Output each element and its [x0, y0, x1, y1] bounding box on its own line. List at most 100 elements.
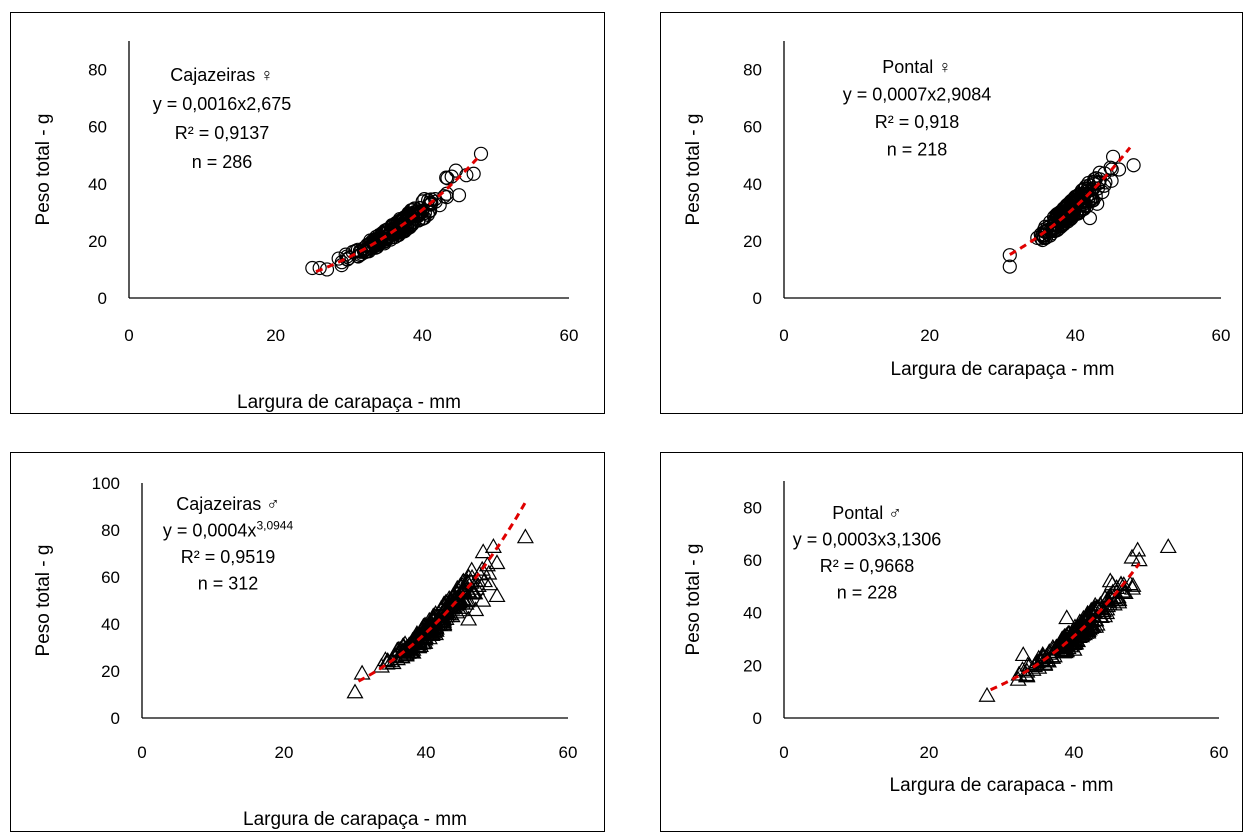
- data-point-circle: [1088, 188, 1103, 204]
- y-axis-title: Peso total - g: [683, 114, 704, 226]
- y-tick-label: 20: [743, 232, 762, 251]
- chart-panel-pontal-male: 0 20 40 60 0 20 40 60 80 Largura de carapaca - mm…: [660, 452, 1243, 832]
- data-point-triangle: [978, 686, 996, 702]
- data-point-triangle: [1110, 593, 1128, 609]
- data-point-triangle: [1018, 667, 1036, 683]
- data-point-triangle: [410, 635, 429, 651]
- y-tick-label: 40: [743, 604, 762, 623]
- annotation-equation: y = 0,0007x2,9084: [843, 85, 992, 105]
- data-point-circle: [423, 192, 439, 207]
- chart-panel-pontal-female: 0 20 40 60 0 20 40 60 80 Largura de carapaça - mm…: [660, 12, 1243, 414]
- chart-panel-cajazeiras-female: 0 20 40 60 0 20 40 60 80 Largura de carapaça - mm…: [10, 12, 605, 414]
- data-point-circle: [1077, 181, 1092, 196]
- x-tick-label: 40: [1065, 743, 1084, 762]
- data-point-triangle: [401, 642, 419, 658]
- x-tick-label: 60: [1210, 743, 1229, 762]
- x-axis-title: Largura de carapaça - mm: [891, 359, 1115, 380]
- data-point-triangle: [460, 610, 478, 626]
- data-point-circle: [412, 206, 427, 221]
- y-tick-label: 20: [101, 662, 120, 681]
- annotation-r-squared: R² = 0,9519: [181, 547, 276, 567]
- equation-exponent: 3,0944: [256, 519, 293, 533]
- x-axis-title: Largura de carapaca - mm: [890, 775, 1114, 796]
- data-point-triangle: [1056, 631, 1074, 647]
- annotation-equation: y = 0,0003x3,1306: [793, 530, 942, 550]
- data-point-circle: [305, 260, 320, 276]
- annotation-n: n = 228: [837, 583, 898, 603]
- equation-base: y = 0,0003x3,1306: [793, 530, 942, 550]
- data-point-circle: [312, 260, 327, 276]
- data-points: [305, 146, 489, 277]
- y-tick-label: 60: [88, 118, 107, 137]
- data-point-circle: [383, 225, 398, 241]
- data-point-circle: [1097, 166, 1112, 181]
- y-tick-label: 80: [101, 521, 120, 540]
- data-point-circle: [473, 146, 489, 161]
- data-point-triangle: [1072, 627, 1091, 643]
- data-point-triangle: [446, 598, 464, 614]
- data-point-triangle: [1060, 624, 1078, 640]
- data-point-triangle: [1018, 662, 1036, 678]
- chart-svg: 0 20 40 60 0 20 40 60 80 Largura de carapaça - mm…: [683, 41, 1231, 380]
- data-point-triangle: [437, 602, 455, 618]
- data-point-triangle: [353, 664, 371, 680]
- data-point-circle: [466, 166, 481, 181]
- y-tick-label: 0: [98, 289, 107, 308]
- data-point-triangle: [488, 587, 506, 603]
- data-point-circle: [379, 229, 394, 245]
- data-point-triangle: [473, 560, 491, 576]
- x-tick-label: 60: [1212, 326, 1231, 345]
- data-point-triangle: [450, 601, 468, 617]
- data-point-circle: [1044, 222, 1059, 238]
- x-tick-label: 0: [124, 326, 133, 345]
- x-tick-label: 20: [920, 743, 939, 762]
- data-point-circle: [1054, 213, 1069, 229]
- y-axis-title: Peso total - g: [33, 545, 54, 657]
- x-tick-label: 40: [417, 743, 436, 762]
- y-tick-label: 60: [743, 118, 762, 137]
- data-point-triangle: [376, 651, 394, 667]
- data-point-circle: [1082, 210, 1097, 226]
- data-point-triangle: [1159, 538, 1177, 554]
- x-axis-title: Largura de carapaça - mm: [237, 392, 461, 413]
- data-point-triangle: [1123, 548, 1141, 564]
- data-point-triangle: [410, 632, 428, 648]
- x-tick-label: 60: [560, 326, 579, 345]
- data-point-triangle: [1101, 572, 1119, 588]
- data-point-circle: [1002, 259, 1017, 274]
- data-point-circle: [1090, 196, 1105, 211]
- x-tick-label: 0: [779, 743, 788, 762]
- equation-base: y = 0,0007x2,9084: [843, 85, 992, 105]
- data-point-triangle: [1058, 609, 1076, 625]
- data-point-circle: [362, 237, 377, 252]
- data-point-triangle: [481, 575, 499, 591]
- data-point-triangle: [1115, 576, 1133, 592]
- data-point-triangle: [1078, 606, 1097, 622]
- y-tick-label: 60: [743, 551, 762, 570]
- data-point-circle: [1039, 223, 1054, 238]
- data-point-triangle: [461, 584, 479, 600]
- y-tick-label: 80: [743, 61, 762, 80]
- data-point-triangle: [441, 591, 459, 607]
- y-tick-label: 40: [88, 175, 107, 194]
- data-point-triangle: [474, 543, 492, 559]
- data-point-triangle: [427, 617, 445, 633]
- x-tick-label: 40: [413, 326, 432, 345]
- data-point-circle: [1126, 158, 1141, 173]
- data-point-triangle: [488, 554, 506, 570]
- annotation-equation: y = 0,0004x3,0944: [163, 519, 294, 541]
- trendline: [315, 157, 479, 273]
- data-point-triangle: [1124, 576, 1142, 592]
- data-point-triangle: [1065, 640, 1083, 656]
- data-point-circle: [334, 258, 349, 273]
- y-tick-label: 80: [743, 498, 762, 517]
- equation-base: y = 0,0016x2,675: [153, 94, 292, 114]
- x-tick-label: 40: [1066, 326, 1085, 345]
- y-tick-label: 60: [101, 568, 120, 587]
- annotation-label: Cajazeiras ♂: [176, 494, 280, 514]
- chart-svg: 0 20 40 60 0 20 40 60 80 100 Largura de carapaça -…: [33, 474, 577, 830]
- data-point-triangle: [435, 596, 453, 612]
- data-point-triangle: [474, 591, 492, 607]
- equation-annotation: Pontal ♀ y = 0,0007x2,9084 R² = 0,918 n = 2…: [843, 57, 992, 160]
- y-tick-label: 0: [111, 709, 120, 728]
